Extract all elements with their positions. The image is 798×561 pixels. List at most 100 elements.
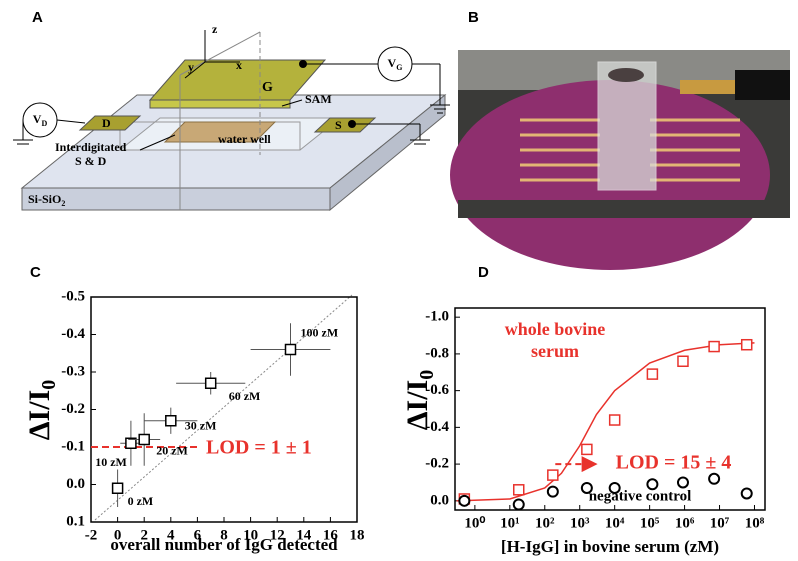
y-tick-label: 0.0 — [430, 492, 449, 508]
y-tick-label: -0.1 — [61, 438, 85, 454]
point-label: 100 zM — [301, 325, 339, 339]
wire — [56, 119, 86, 124]
water-well-edge — [119, 121, 301, 151]
x-tick-label: 10⁵ — [640, 515, 660, 531]
panel-label: D — [478, 264, 489, 281]
point — [608, 414, 621, 426]
y-axis-label-main: ΔI/I — [401, 380, 434, 431]
substrate-label: Si-SiO2 — [28, 192, 65, 208]
lod-label: LOD = 15 ± 4 — [616, 452, 732, 474]
series-label: whole bovine serum — [504, 319, 606, 361]
point — [740, 338, 753, 351]
x-axis-label: [H-IgG] in bovine serum (zM) — [501, 537, 719, 556]
x-axis-label: overall number of IgG detected — [110, 535, 338, 554]
x-tick-label: -2 — [85, 527, 98, 543]
x-tick-label: 12 — [270, 527, 285, 543]
point — [111, 482, 124, 494]
x-tick-label: 14 — [296, 527, 312, 543]
substrate-front — [21, 187, 331, 211]
sam-label: SAM — [305, 92, 332, 106]
point-label: 20 zM — [156, 443, 188, 457]
x-tick-label: 10² — [535, 515, 555, 531]
x-tick-label: 6 — [194, 527, 202, 543]
point — [204, 377, 217, 389]
y-tick-label: -0.8 — [425, 345, 449, 361]
fit-curve — [456, 342, 755, 502]
y-tick-label: -0.6 — [425, 382, 449, 398]
y-tick-label: -0.4 — [61, 326, 85, 342]
gate-label: G — [262, 80, 273, 95]
pointer — [139, 134, 176, 151]
y-axis-label: ΔI/I0 — [401, 370, 438, 431]
lod-label: LOD = 1 ± 1 — [206, 437, 312, 459]
point — [458, 494, 471, 507]
series-label: negative control — [589, 488, 692, 504]
y-tick-label: -1.0 — [425, 309, 449, 325]
gate-side — [149, 99, 291, 109]
sub: 2 — [61, 199, 65, 208]
fit-line — [94, 294, 353, 521]
panel-label: C — [30, 264, 41, 281]
y-tick-label: -0.5 — [61, 288, 85, 304]
x-tick-label: 2 — [140, 527, 148, 543]
probe-holder — [735, 70, 790, 100]
point — [608, 481, 621, 494]
electrodes-label: Interdigitated — [55, 140, 127, 154]
drain-voltage: VD — [33, 112, 48, 128]
x-tick-label: 8 — [220, 527, 228, 543]
point — [646, 478, 659, 491]
axis-label: x — [236, 58, 242, 72]
drain-pad — [78, 115, 142, 131]
x-tick-label: 4 — [167, 527, 175, 543]
panel-label: B — [468, 9, 479, 26]
point — [580, 481, 593, 494]
point — [708, 472, 721, 485]
source-pad — [313, 117, 377, 133]
y-axis-label-sub: 0 — [416, 370, 438, 380]
photo-floor — [458, 200, 790, 218]
y-tick-label: -0.3 — [61, 363, 85, 379]
interdigitated-electrodes — [163, 121, 277, 143]
axis-label: z — [212, 22, 218, 36]
photo — [450, 50, 790, 270]
probe — [680, 80, 740, 94]
sub: D — [41, 119, 47, 128]
x-tick-label: 0 — [114, 527, 122, 543]
x-tick-label: 10⁰ — [464, 515, 485, 531]
drain-label: D — [102, 116, 111, 130]
pointer — [281, 99, 303, 107]
y-axis-label: ΔI/I0 — [23, 380, 60, 441]
point — [138, 433, 150, 446]
point — [677, 355, 689, 368]
y-tick-label: 0.0 — [66, 476, 85, 492]
source-label: S — [335, 118, 342, 132]
x-tick-label: 10³ — [570, 515, 590, 531]
gate — [148, 59, 327, 101]
point-label: 30 zM — [185, 419, 217, 433]
axis-y — [184, 61, 206, 79]
point — [581, 443, 593, 456]
well — [608, 68, 644, 82]
plane — [179, 31, 261, 76]
x-tick-label: 10¹ — [500, 515, 520, 531]
point — [546, 485, 559, 498]
point — [165, 415, 177, 427]
x-tick-label: 16 — [323, 527, 339, 543]
schematic: z y x G SAM VG VD D S Interdigitated S &… — [13, 22, 450, 212]
point-label: 60 zM — [229, 389, 261, 403]
y-axis-label-main: ΔI/I — [23, 390, 56, 441]
y-tick-label: -0.2 — [61, 401, 85, 417]
point-label: 10 zM — [95, 455, 127, 469]
point — [512, 498, 525, 511]
point — [646, 368, 659, 380]
point — [676, 476, 689, 489]
x-tick-label: 10⁶ — [675, 515, 695, 531]
y-tick-label: -0.4 — [425, 419, 449, 435]
point — [547, 469, 559, 481]
y-tick-label: -0.2 — [425, 456, 449, 472]
electrodes — [520, 118, 740, 182]
x-tick-label: 10⁴ — [605, 515, 625, 531]
point — [740, 487, 753, 500]
x-tick-label: 10⁷ — [710, 515, 730, 531]
